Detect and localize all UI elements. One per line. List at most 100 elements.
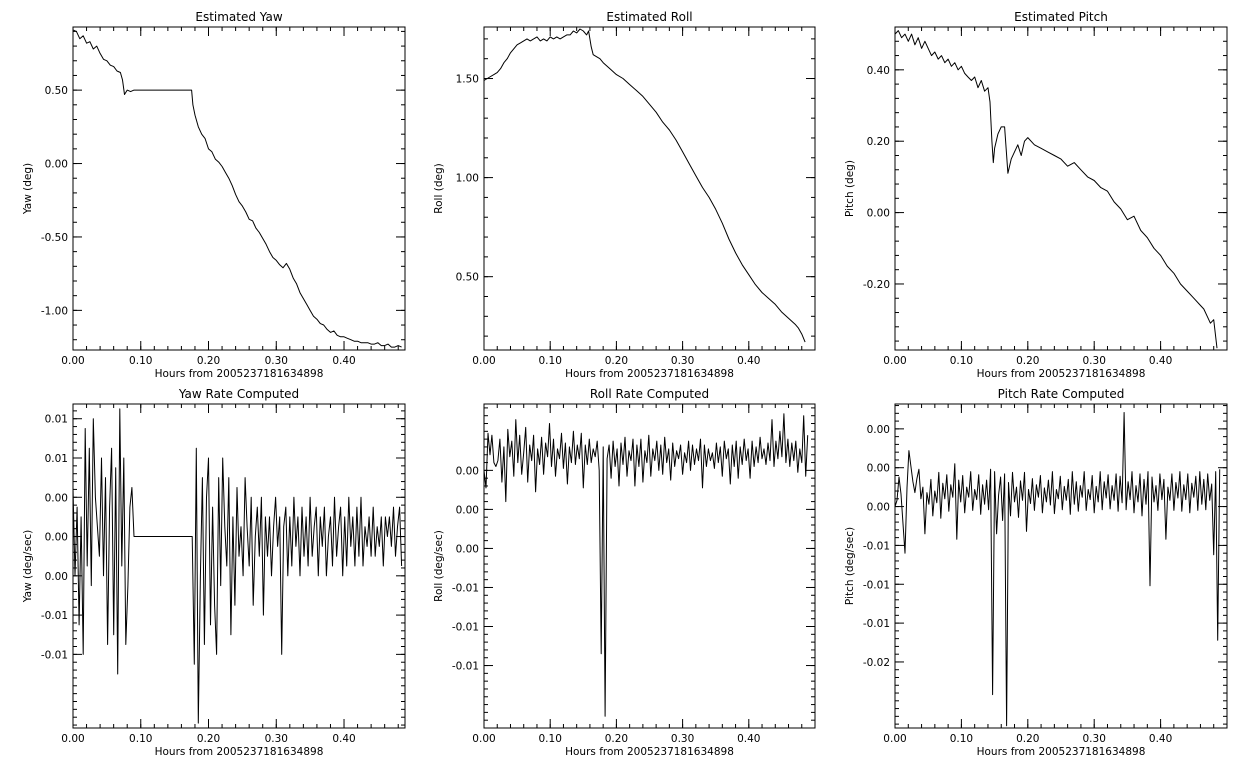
y-axis-label: Yaw (deg/sec) <box>22 530 34 604</box>
plot-frame <box>483 26 816 351</box>
y-tick-label: 0.00 <box>867 208 890 220</box>
y-tick-label: 0.20 <box>867 136 890 148</box>
x-tick-label: 0.40 <box>332 355 355 367</box>
y-axis-label: Roll (deg/sec) <box>433 530 445 602</box>
x-tick-label: 0.10 <box>950 733 973 745</box>
panel-roll-rate-computed: Roll Rate Computed Hours from 2005237181… <box>433 387 816 758</box>
chart-title: Estimated Pitch <box>1014 10 1108 24</box>
x-tick-label: 0.20 <box>197 355 220 367</box>
plot-frame <box>72 403 406 729</box>
y-tick-label: -0.50 <box>41 232 68 244</box>
x-tick-label: 0.10 <box>539 355 562 367</box>
panel-yaw-rate-computed: Yaw Rate Computed Hours from 20052371816… <box>22 387 406 758</box>
y-tick-label: -0.02 <box>863 657 890 669</box>
y-tick-label: -0.01 <box>452 622 479 634</box>
series-line <box>72 29 402 348</box>
plot-frame <box>894 403 1228 729</box>
y-tick-label: 0.50 <box>456 272 479 284</box>
x-tick-label: 0.40 <box>1149 733 1172 745</box>
y-tick-label: -0.01 <box>41 610 68 622</box>
y-tick-label: 0.00 <box>45 159 68 171</box>
y-tick-label: -0.01 <box>41 649 68 661</box>
x-tick-label: 0.00 <box>472 355 495 367</box>
y-axis-label: Roll (deg) <box>433 163 445 213</box>
x-tick-label: 0.40 <box>1149 355 1172 367</box>
x-tick-label: 0.10 <box>129 355 152 367</box>
y-tick-label: -0.01 <box>863 540 890 552</box>
x-tick-label: 0.40 <box>332 733 355 745</box>
y-tick-label: 0.00 <box>456 465 479 477</box>
x-tick-label: 0.40 <box>737 733 760 745</box>
x-tick-label: 0.30 <box>671 733 694 745</box>
chart-title: Yaw Rate Computed <box>178 387 299 401</box>
chart-title: Roll Rate Computed <box>590 387 709 401</box>
y-tick-label: -1.00 <box>41 305 68 317</box>
y-tick-label: 0.01 <box>45 453 68 465</box>
panel-estimated-yaw: Estimated Yaw Hours from 200523718163489… <box>22 10 406 380</box>
x-axis-label: Hours from 2005237181634898 <box>977 746 1146 758</box>
series-line <box>72 408 403 724</box>
y-axis-label: Pitch (deg/sec) <box>844 527 856 605</box>
x-tick-label: 0.20 <box>605 733 628 745</box>
y-tick-label: 0.00 <box>867 502 890 514</box>
series-line <box>483 413 809 717</box>
x-tick-label: 0.20 <box>1016 733 1039 745</box>
x-tick-label: 0.30 <box>1083 355 1106 367</box>
panel-estimated-roll: Estimated Roll Hours from 20052371816348… <box>433 10 816 380</box>
y-tick-label: 0.00 <box>45 571 68 583</box>
x-tick-label: 0.00 <box>472 733 495 745</box>
plot-area: 0.00 0.10 0.20 0.30 0.40 0.40 0.20 0.00 -0.20 <box>863 26 1228 367</box>
chart-title: Estimated Yaw <box>195 10 282 24</box>
y-tick-label: 0.01 <box>45 414 68 426</box>
x-tick-label: 0.40 <box>737 355 760 367</box>
x-tick-label: 0.30 <box>265 733 288 745</box>
y-tick-label: -0.01 <box>452 661 479 673</box>
y-tick-label: 1.00 <box>456 173 479 185</box>
y-tick-label: 0.00 <box>456 543 479 555</box>
panel-pitch-rate-computed: Pitch Rate Computed Hours from 200523718… <box>844 387 1228 758</box>
plot-frame <box>72 26 406 351</box>
x-tick-label: 0.00 <box>883 355 906 367</box>
y-tick-label: 1.50 <box>456 74 479 86</box>
x-tick-label: 0.30 <box>265 355 288 367</box>
x-axis-label: Hours from 2005237181634898 <box>977 368 1146 380</box>
x-tick-label: 0.00 <box>883 733 906 745</box>
x-tick-label: 0.20 <box>197 733 220 745</box>
x-tick-label: 0.00 <box>61 733 84 745</box>
plot-area: 0.00 0.10 0.20 0.30 0.40 0.00 0.00 0.00 -0.01 -0.… <box>452 403 816 745</box>
series-line <box>483 28 806 343</box>
x-tick-label: 0.10 <box>129 733 152 745</box>
y-tick-label: -0.01 <box>452 582 479 594</box>
y-tick-label: -0.20 <box>863 279 890 291</box>
plot-area: 0.00 0.10 0.20 0.30 0.40 0.01 0.01 0.00 0.00 0.00… <box>41 403 406 745</box>
x-axis-label: Hours from 2005237181634898 <box>155 746 324 758</box>
plot-frame <box>894 26 1228 351</box>
y-tick-label: 0.40 <box>867 65 890 77</box>
x-tick-label: 0.10 <box>539 733 562 745</box>
chart-title: Pitch Rate Computed <box>998 387 1125 401</box>
x-axis-label: Hours from 2005237181634898 <box>565 368 734 380</box>
y-tick-label: 0.00 <box>45 532 68 544</box>
x-tick-label: 0.30 <box>671 355 694 367</box>
plot-area: 0.00 0.10 0.20 0.30 0.40 1.50 1.00 0.50 <box>456 26 816 367</box>
chart-title: Estimated Roll <box>606 10 692 24</box>
plot-area: 0.00 0.10 0.20 0.30 0.40 0.50 0.00 -0.50 -1.00 <box>41 26 406 367</box>
y-tick-label: 0.00 <box>867 463 890 475</box>
series-line <box>894 412 1221 727</box>
plot-area: 0.00 0.10 0.20 0.30 0.40 0.00 0.00 0.00 -0.01 -0.… <box>863 403 1228 745</box>
y-tick-label: 0.00 <box>456 504 479 516</box>
x-tick-label: 0.20 <box>605 355 628 367</box>
x-tick-label: 0.10 <box>950 355 973 367</box>
y-tick-label: -0.01 <box>863 579 890 591</box>
y-axis-label: Yaw (deg) <box>22 163 34 215</box>
y-tick-label: 0.00 <box>45 492 68 504</box>
x-tick-label: 0.30 <box>1083 733 1106 745</box>
panel-estimated-pitch: Estimated Pitch Hours from 2005237181634… <box>844 10 1228 380</box>
y-tick-label: 0.50 <box>45 85 68 97</box>
x-axis-label: Hours from 2005237181634898 <box>565 746 734 758</box>
y-tick-label: 0.00 <box>867 424 890 436</box>
y-tick-label: -0.01 <box>863 618 890 630</box>
y-axis-label: Pitch (deg) <box>844 160 856 217</box>
x-tick-label: 0.00 <box>61 355 84 367</box>
